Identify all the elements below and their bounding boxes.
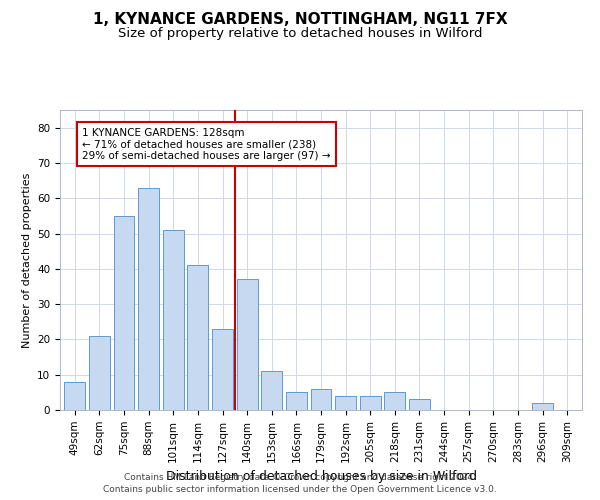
Bar [311,389,331,410]
Text: 1 KYNANCE GARDENS: 128sqm
← 71% of detached houses are smaller (238)
29% of semi: 1 KYNANCE GARDENS: 128sqm ← 71% of detac… [82,128,331,161]
Bar [261,371,282,410]
Bar [385,392,406,410]
Bar [138,188,159,410]
Bar [335,396,356,410]
Bar [89,336,110,410]
Text: Contains public sector information licensed under the Open Government Licence v3: Contains public sector information licen… [103,485,497,494]
X-axis label: Distribution of detached houses by size in Wilford: Distribution of detached houses by size … [166,470,476,483]
Bar [187,266,208,410]
Bar [409,400,430,410]
Bar [64,382,85,410]
Bar [532,403,553,410]
Bar [360,396,381,410]
Bar [212,329,233,410]
Y-axis label: Number of detached properties: Number of detached properties [22,172,32,348]
Text: Size of property relative to detached houses in Wilford: Size of property relative to detached ho… [118,28,482,40]
Text: Contains HM Land Registry data © Crown copyright and database right 2024.: Contains HM Land Registry data © Crown c… [124,472,476,482]
Bar [163,230,184,410]
Bar [286,392,307,410]
Text: 1, KYNANCE GARDENS, NOTTINGHAM, NG11 7FX: 1, KYNANCE GARDENS, NOTTINGHAM, NG11 7FX [92,12,508,28]
Bar [113,216,134,410]
Bar [236,280,257,410]
